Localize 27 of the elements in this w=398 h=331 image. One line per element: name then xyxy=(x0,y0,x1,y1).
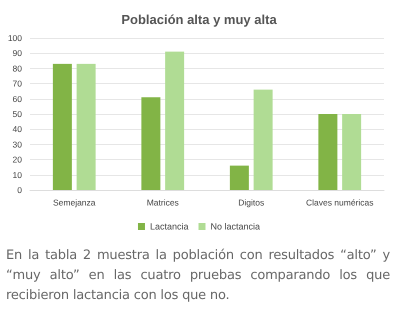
y-tick-label: 90 xyxy=(12,48,22,58)
y-tick-label: 50 xyxy=(12,109,22,119)
legend-label: Lactancia xyxy=(150,222,189,232)
legend-label: No lactancia xyxy=(210,222,260,232)
y-tick-label: 40 xyxy=(12,124,22,134)
text: En la tabla 2 muestra la población con resultados “alto” y “muy alto” en las cuatro pruebas comparando los que recibieron lactancia con los que no. xyxy=(6,247,390,305)
y-tick-label: 10 xyxy=(12,170,22,180)
x-tick-label: Digitos xyxy=(238,198,264,208)
bar xyxy=(165,52,184,190)
y-tick-label: 70 xyxy=(12,78,22,89)
bar xyxy=(76,64,96,190)
y-tick-label: 100 xyxy=(8,33,22,43)
bar xyxy=(254,90,273,190)
y-tick-label: 20 xyxy=(12,154,22,165)
chart-title: Población alta y muy alta xyxy=(121,12,278,27)
bar xyxy=(141,97,160,190)
y-tick-label: 60 xyxy=(12,94,22,104)
y-tick-label: 0 xyxy=(17,185,22,195)
x-tick-label: Matrices xyxy=(146,198,179,208)
bar xyxy=(342,114,362,190)
y-tick-label: 30 xyxy=(12,139,22,150)
bar xyxy=(230,166,249,190)
x-tick-label: Claves numéricas xyxy=(306,198,374,208)
x-tick-label: Semejanza xyxy=(52,198,96,208)
bar xyxy=(318,114,338,190)
bar xyxy=(52,64,72,190)
y-tick-label: 80 xyxy=(12,63,22,74)
